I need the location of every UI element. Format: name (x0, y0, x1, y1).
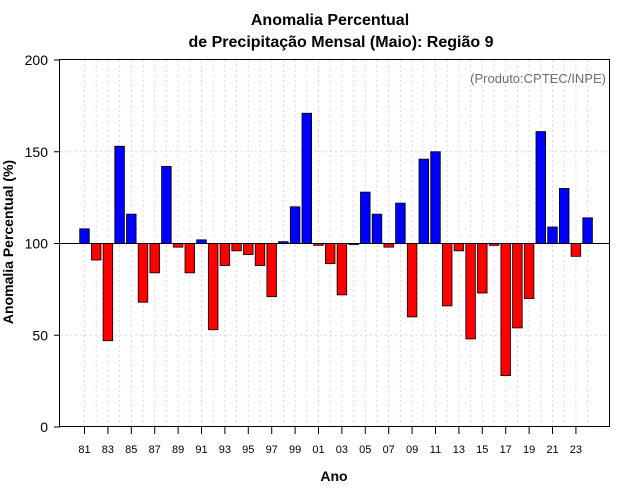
y-axis-label: Anomalia Percentual (%) (0, 160, 16, 324)
bar-1994 (231, 243, 242, 252)
bar-1996 (254, 243, 266, 266)
bar-1985 (126, 213, 137, 244)
bar-2024 (582, 217, 593, 244)
source-annotation: (Produto:CPTEC/INPE) (470, 71, 606, 86)
bar-2010 (418, 158, 430, 244)
x-tick-label: 09 (406, 444, 418, 456)
bar-1999 (289, 206, 301, 244)
bar-1992 (207, 243, 219, 331)
x-tick-label: 01 (312, 444, 324, 456)
y-axis: 0 50 100 150 200 (25, 52, 60, 435)
chart-title-line1: Anomalia Percentual (251, 12, 409, 29)
x-tick-label: 15 (476, 444, 488, 456)
chart-title-line2: de Precipitação Mensal (Maio): Região 9 (189, 34, 494, 51)
bar-2006 (371, 213, 383, 244)
bar-2020 (535, 131, 547, 244)
bar-2015 (477, 243, 488, 294)
x-axis: 81 83 85 87 89 91 93 95 97 99 01 03 05 07 09 11 13 15 17 19… (78, 427, 582, 456)
bar-1986 (137, 243, 149, 303)
x-tick-label: 91 (195, 444, 207, 456)
bar-1995 (243, 243, 254, 255)
bar-2012 (441, 243, 453, 307)
bar-1993 (219, 243, 231, 266)
bar-1981 (79, 228, 90, 244)
bar-2013 (453, 243, 465, 252)
x-tick-label: 87 (149, 444, 161, 456)
x-tick-label: 11 (430, 444, 441, 456)
x-tick-label: 97 (266, 444, 278, 456)
bar-2009 (406, 243, 418, 318)
x-tick-label: 17 (500, 444, 512, 456)
bar-1990 (184, 243, 196, 274)
bar-2021 (547, 226, 558, 244)
grid-layer (60, 60, 610, 427)
bar-1988 (161, 166, 172, 244)
bar-2003 (336, 243, 348, 296)
bar-1989 (172, 243, 184, 248)
x-tick-label: 83 (102, 444, 114, 456)
y-tick-label: 150 (25, 144, 49, 160)
x-tick-label: 89 (172, 444, 184, 456)
x-tick-label: 19 (523, 444, 535, 456)
y-tick-label: 50 (32, 327, 48, 343)
x-axis-label: Ano (320, 468, 347, 484)
x-tick-label: 13 (453, 444, 465, 456)
x-tick-label: 03 (336, 444, 348, 456)
bar-2000 (301, 112, 313, 244)
bar-2023 (570, 243, 582, 257)
bar-1991 (196, 239, 207, 244)
bar-2019 (523, 243, 535, 299)
bar-2007 (383, 243, 394, 248)
bar-1984 (114, 145, 125, 244)
bar-1983 (102, 243, 114, 342)
x-tick-label: 05 (359, 444, 371, 456)
bar-1987 (149, 243, 160, 274)
bar-1982 (91, 243, 102, 261)
x-tick-label: 23 (570, 444, 582, 456)
x-tick-label: 85 (125, 444, 137, 456)
y-tick-label: 100 (25, 236, 49, 252)
bars-layer (60, 112, 610, 377)
x-tick-label: 99 (289, 444, 301, 456)
bar-2017 (500, 243, 511, 377)
bar-2022 (559, 188, 570, 244)
bar-2018 (512, 243, 523, 329)
y-tick-label: 0 (40, 419, 48, 435)
bar-1997 (266, 243, 277, 298)
x-tick-label: 21 (546, 444, 558, 456)
bar-2014 (465, 243, 476, 340)
bar-2011 (430, 151, 441, 244)
x-tick-label: 95 (242, 444, 254, 456)
bar-2002 (324, 243, 336, 265)
y-tick-label: 200 (25, 52, 49, 68)
bar-2008 (395, 202, 406, 244)
bar-2005 (360, 191, 371, 244)
x-tick-label: 93 (219, 444, 231, 456)
x-tick-label: 07 (383, 444, 395, 456)
x-tick-label: 81 (78, 444, 90, 456)
